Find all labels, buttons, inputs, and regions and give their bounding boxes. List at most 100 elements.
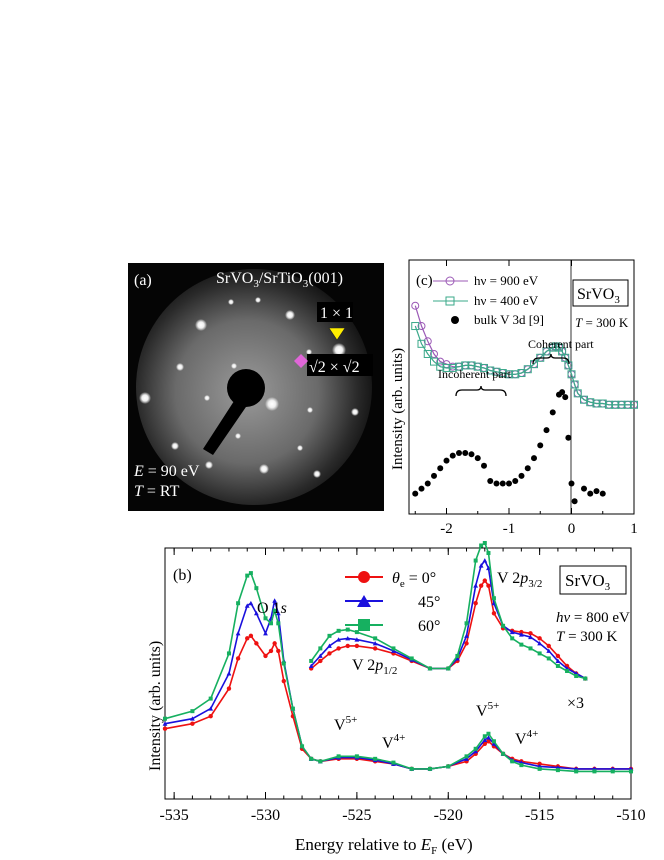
panel-c-plot — [411, 301, 638, 505]
data-point — [436, 362, 445, 371]
electron-gun — [203, 369, 265, 455]
data-point — [354, 630, 359, 635]
data-point — [565, 668, 570, 673]
data-point — [473, 583, 479, 588]
data-point — [510, 636, 515, 641]
panel-b-ylabel: Intensity (arb. units) — [147, 641, 164, 771]
incoherent-label: Incoherent part — [438, 367, 512, 381]
data-point — [464, 641, 469, 646]
data-point — [464, 621, 469, 626]
data-point — [473, 746, 478, 751]
panel-a: (a) SrVO3/SrTiO3(001) 1 × 1 √2 × √2 E = … — [128, 263, 384, 511]
data-point — [482, 578, 488, 583]
panel-c-sample: SrVO3 — [577, 286, 620, 306]
data-point — [617, 400, 626, 409]
data-point — [567, 370, 576, 379]
data-point — [474, 455, 481, 462]
data-point — [528, 646, 533, 651]
panel-b-legend: θe = 0° 45° 60° — [345, 570, 440, 635]
marker-root-bg — [307, 354, 373, 376]
panel-a-label: (a) — [134, 272, 152, 289]
data-point — [263, 616, 268, 621]
data-point — [317, 653, 323, 658]
data-point — [486, 731, 491, 736]
marker-1x1-label: 1 × 1 — [320, 305, 353, 322]
data-point — [418, 485, 425, 492]
data-point — [479, 543, 484, 548]
data-point — [162, 721, 168, 726]
data-point — [486, 583, 491, 588]
data-point — [480, 363, 488, 372]
data-point — [464, 633, 469, 638]
data-point — [226, 651, 231, 656]
data-point — [263, 653, 268, 659]
data-point — [499, 480, 506, 487]
data-point — [501, 623, 506, 628]
data-point — [235, 656, 241, 661]
data-point — [226, 686, 232, 691]
data-point — [519, 629, 524, 635]
x3-series-line-1 — [310, 558, 586, 680]
data-point — [473, 601, 478, 606]
data-point — [528, 631, 533, 636]
label-v5-b: V5+ — [476, 700, 499, 720]
data-point — [345, 643, 350, 649]
x-tick-label: -530 — [251, 807, 280, 824]
data-point — [276, 621, 281, 626]
data-point — [587, 490, 594, 497]
data-point — [245, 636, 250, 641]
data-point — [537, 640, 543, 646]
data-point — [236, 601, 241, 606]
data-point — [593, 488, 600, 495]
data-point — [486, 366, 495, 375]
data-point — [537, 442, 544, 449]
x3-series-line-0 — [310, 579, 586, 680]
x-tick-label: 1 — [630, 521, 638, 537]
data-point — [592, 399, 601, 408]
data-point — [208, 713, 213, 719]
data-point — [455, 362, 463, 371]
data-point — [510, 759, 515, 764]
data-point — [424, 480, 431, 487]
data-point — [336, 628, 341, 633]
panel-b-sample: SrVO3 — [565, 571, 611, 593]
panel-b-temperature: T = 300 K — [556, 629, 618, 645]
data-point — [586, 398, 595, 407]
data-point — [281, 661, 286, 666]
data-point — [473, 362, 482, 371]
data-point — [630, 400, 638, 409]
panel-c: -2 -1 0 1 (c) hν = 900 eV hν = 400 eV bulk … — [390, 259, 638, 537]
data-point — [275, 610, 281, 616]
data-point — [461, 361, 470, 370]
data-point — [546, 648, 552, 653]
data-point — [482, 734, 487, 739]
panel-b-label: (b) — [173, 567, 192, 584]
data-point — [354, 637, 360, 642]
label-v2p12: V 2p1/2 — [352, 657, 397, 677]
data-point — [430, 349, 438, 358]
data-point — [268, 621, 273, 626]
data-point — [610, 769, 615, 774]
x-tick-label: -535 — [159, 807, 188, 824]
data-point — [417, 339, 426, 348]
data-point — [427, 666, 432, 671]
label-o1s: O 1s — [257, 600, 287, 617]
data-point — [248, 633, 254, 639]
data-point — [570, 380, 579, 389]
data-point — [318, 646, 323, 651]
label-v5-a: V5+ — [334, 714, 357, 734]
panel-b: -535 -530 -525 -520 -515 -510 (b) O 1s V 2p3/… — [147, 540, 646, 857]
data-point — [506, 480, 512, 487]
data-point — [391, 646, 396, 651]
data-point — [455, 653, 460, 658]
marker-root-label: √2 × √2 — [309, 359, 360, 376]
data-point — [431, 472, 437, 479]
data-point — [437, 465, 444, 472]
data-point — [599, 490, 606, 497]
data-point — [442, 363, 451, 372]
data-point — [373, 756, 378, 761]
data-point — [555, 663, 560, 668]
data-point — [318, 759, 323, 764]
data-point — [629, 769, 633, 774]
